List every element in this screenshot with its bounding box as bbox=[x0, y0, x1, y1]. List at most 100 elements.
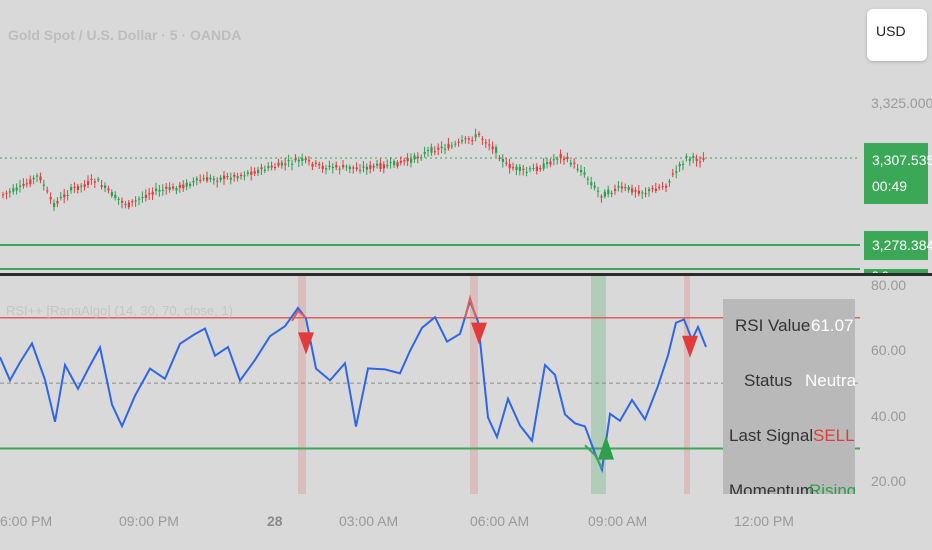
candle-body bbox=[53, 203, 56, 207]
time-axis[interactable] bbox=[0, 494, 932, 550]
currency-button[interactable]: USD bbox=[867, 9, 927, 61]
candle-body bbox=[532, 168, 535, 170]
candle-body bbox=[542, 163, 545, 169]
candle-body bbox=[127, 202, 130, 208]
candle-body bbox=[42, 184, 45, 186]
candle-body bbox=[593, 185, 596, 188]
candle-body bbox=[406, 158, 409, 162]
candle-body bbox=[573, 162, 576, 164]
rsi-line bbox=[0, 298, 707, 474]
candle-body bbox=[688, 159, 691, 161]
candle-body bbox=[206, 177, 209, 181]
candle-body bbox=[675, 171, 678, 173]
time-label: 09:00 PM bbox=[119, 513, 179, 529]
candle-body bbox=[590, 182, 593, 186]
candle-body bbox=[308, 160, 311, 162]
candle-body bbox=[403, 160, 406, 162]
candle-body bbox=[440, 146, 443, 149]
stat-value-status: Neutral bbox=[805, 371, 855, 390]
candle-body bbox=[658, 186, 661, 188]
pane-separator[interactable] bbox=[0, 273, 932, 276]
candle-body bbox=[563, 158, 566, 160]
candle-body bbox=[148, 193, 151, 195]
candle-body bbox=[430, 146, 433, 153]
candle-body bbox=[583, 172, 586, 175]
candle-body bbox=[410, 158, 413, 163]
candle-body bbox=[648, 189, 651, 192]
candle-body bbox=[518, 166, 521, 171]
candle-body bbox=[559, 153, 562, 158]
candle-body bbox=[12, 188, 15, 192]
candle-body bbox=[294, 158, 297, 161]
candle-body bbox=[243, 175, 246, 177]
candle-body bbox=[277, 162, 280, 166]
candle-body bbox=[617, 186, 620, 188]
candle-body bbox=[185, 182, 188, 187]
candle-body bbox=[80, 185, 83, 187]
candle-body bbox=[297, 159, 300, 162]
candle-body bbox=[447, 143, 450, 149]
candle-body bbox=[32, 177, 35, 180]
rsi-oversold-segment bbox=[584, 444, 603, 469]
candle-body bbox=[525, 171, 528, 173]
candle-body bbox=[155, 188, 158, 191]
signal-highlight-bar bbox=[591, 276, 606, 494]
candle-body bbox=[338, 168, 341, 170]
signal-highlight-bar bbox=[684, 276, 690, 494]
candle-body bbox=[97, 179, 100, 181]
candle-body bbox=[141, 197, 144, 199]
candle-body bbox=[233, 174, 236, 177]
candle-body bbox=[389, 162, 392, 164]
candle-body bbox=[539, 167, 542, 170]
candle-body bbox=[529, 168, 532, 170]
rsi-overbought-segment bbox=[291, 309, 307, 322]
candle-body bbox=[549, 161, 552, 165]
candle-body bbox=[158, 190, 161, 192]
candle-body bbox=[359, 169, 362, 171]
time-label: 03:00 AM bbox=[339, 513, 399, 529]
candle-body bbox=[87, 180, 90, 185]
candle-body bbox=[90, 178, 93, 180]
candle-body bbox=[19, 185, 22, 187]
candle-body bbox=[702, 158, 705, 160]
candle-body bbox=[355, 167, 358, 170]
candle-body bbox=[464, 138, 467, 140]
candle-body bbox=[651, 188, 654, 190]
rsi-axis-label-20: 20.00 bbox=[871, 473, 907, 489]
candle-body bbox=[195, 178, 198, 181]
candle-body bbox=[165, 186, 168, 189]
candle-body bbox=[505, 162, 508, 164]
time-label: 12:00 PM bbox=[734, 513, 794, 529]
candle-body bbox=[515, 166, 518, 171]
indicator-title[interactable]: RSI++ [RanaAlgo] (14, 30, 70, close, 1) bbox=[6, 303, 233, 318]
price-axis-label: 3,325.000 bbox=[871, 95, 932, 111]
price-chart-canvas[interactable] bbox=[0, 0, 860, 273]
candle-body bbox=[63, 194, 66, 198]
candle-body bbox=[372, 165, 375, 168]
stat-label-rsi: RSI Value bbox=[735, 316, 811, 335]
candle-body bbox=[461, 140, 464, 142]
candle-body bbox=[423, 151, 426, 155]
rsi-chart-canvas[interactable] bbox=[0, 276, 860, 494]
candle-body bbox=[223, 175, 226, 180]
candle-body bbox=[287, 160, 290, 162]
candle-body bbox=[59, 196, 62, 198]
candle-body bbox=[457, 141, 460, 143]
candle-body bbox=[226, 176, 229, 178]
candle-body bbox=[535, 166, 538, 171]
candle-body bbox=[263, 169, 266, 171]
candle-body bbox=[450, 145, 453, 147]
candle-body bbox=[695, 158, 698, 161]
price-chart-pane[interactable] bbox=[0, 0, 860, 273]
candle-body bbox=[478, 133, 481, 135]
candle-body bbox=[481, 138, 484, 140]
candle-body bbox=[314, 162, 317, 164]
candle-body bbox=[178, 184, 181, 188]
candle-body bbox=[369, 165, 372, 169]
candle-body bbox=[345, 166, 348, 168]
candle-body bbox=[15, 187, 18, 191]
current-price-value: 3,307.535 bbox=[872, 152, 932, 168]
candle-body bbox=[8, 191, 11, 193]
candle-body bbox=[100, 185, 103, 188]
rsi-indicator-pane[interactable] bbox=[0, 276, 860, 494]
